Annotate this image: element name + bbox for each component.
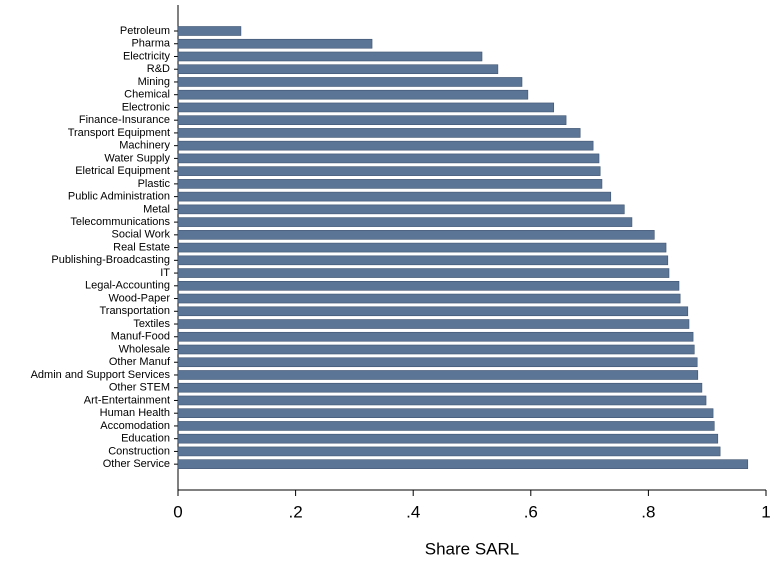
y-tick-label: IT (160, 267, 170, 279)
y-tick-label: Admin and Support Services (31, 369, 171, 381)
y-tick-label: Publishing-Broadcasting (51, 254, 170, 266)
bar (177, 433, 719, 444)
bar (177, 230, 655, 240)
bar (177, 319, 690, 329)
bar (177, 370, 699, 380)
y-tick-label: Finance-Insurance (79, 114, 170, 126)
bar (177, 115, 567, 125)
bar (177, 217, 633, 227)
bar (177, 77, 523, 87)
y-tick-label: Water Supply (104, 152, 170, 164)
bar (177, 459, 749, 469)
y-tick-label: Construction (108, 445, 170, 457)
bar (177, 293, 681, 304)
y-tick-label: Telecommunications (70, 216, 170, 228)
bar (177, 280, 680, 291)
bar (177, 408, 714, 419)
y-tick-label: Manuf-Food (111, 331, 170, 343)
bar (177, 89, 529, 100)
y-tick-label: Accomodation (100, 420, 170, 432)
y-tick-label: Human Health (100, 407, 170, 419)
bar (177, 166, 601, 176)
bar (177, 128, 581, 138)
y-tick-label: Art-Entertainment (84, 394, 170, 406)
bar (177, 421, 715, 431)
bar (177, 331, 694, 342)
bar (177, 395, 707, 406)
x-tick-label: 0 (173, 502, 182, 521)
y-tick-label: Wholesale (119, 343, 170, 355)
y-tick-label: Metal (143, 203, 170, 215)
y-tick-label: Public Administration (68, 191, 170, 203)
x-tick-label: 1 (761, 502, 770, 521)
bar (177, 153, 600, 164)
bar (177, 140, 594, 151)
bar (177, 51, 483, 62)
bar (177, 102, 555, 113)
bar (177, 179, 603, 189)
y-tick-label: Plastic (138, 178, 171, 190)
y-tick-label: Other Manuf (109, 356, 171, 368)
bar (177, 26, 242, 36)
y-tick-label: Other STEM (109, 382, 170, 394)
bar (177, 357, 698, 368)
bar (177, 446, 721, 457)
y-tick-label: Transport Equipment (68, 127, 170, 139)
y-tick-label: Eletrical Equipment (75, 165, 170, 177)
bar (177, 191, 612, 202)
bar (177, 344, 695, 355)
bar (177, 38, 373, 49)
y-tick-label: Real Estate (113, 241, 170, 253)
x-tick-label: .6 (524, 502, 538, 521)
y-tick-label: Wood-Paper (108, 292, 170, 304)
y-tick-label: Transportation (99, 305, 170, 317)
bar (177, 306, 689, 317)
x-tick-label: .8 (641, 502, 655, 521)
y-tick-label: Machinery (119, 140, 170, 152)
y-tick-label: Electricity (123, 50, 171, 62)
y-tick-label: Social Work (112, 229, 171, 241)
y-tick-label: Pharma (131, 38, 170, 50)
x-axis-label: Share SARL (425, 539, 520, 558)
y-tick-label: Electronic (122, 101, 171, 113)
bar (177, 255, 669, 266)
y-tick-label: Mining (138, 76, 170, 88)
bar (177, 382, 703, 393)
x-tick-label: .4 (406, 502, 420, 521)
bar (177, 268, 670, 278)
y-tick-label: Education (121, 433, 170, 445)
x-tick-label: .2 (289, 502, 303, 521)
y-tick-label: R&D (147, 63, 170, 75)
y-tick-label: Chemical (124, 89, 170, 101)
bar (177, 242, 667, 253)
y-tick-label: Petroleum (120, 25, 170, 37)
y-tick-label: Other Service (103, 458, 170, 470)
y-tick-label: Legal-Accounting (85, 280, 170, 292)
y-tick-label: Textiles (133, 318, 170, 330)
bar (177, 64, 499, 75)
bar (177, 204, 625, 215)
